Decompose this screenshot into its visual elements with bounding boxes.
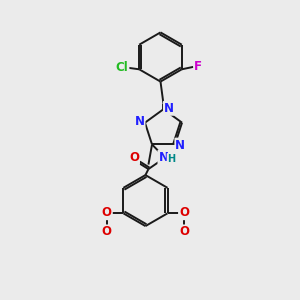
Text: N: N <box>135 115 145 128</box>
Text: N: N <box>164 102 174 115</box>
Text: O: O <box>102 206 112 219</box>
Text: N: N <box>176 139 185 152</box>
Text: F: F <box>194 60 202 74</box>
Text: O: O <box>102 225 112 239</box>
Text: O: O <box>129 151 139 164</box>
Text: O: O <box>179 206 189 219</box>
Text: N: N <box>158 151 168 164</box>
Text: Cl: Cl <box>116 61 128 74</box>
Text: O: O <box>179 225 189 239</box>
Text: H: H <box>167 154 175 164</box>
